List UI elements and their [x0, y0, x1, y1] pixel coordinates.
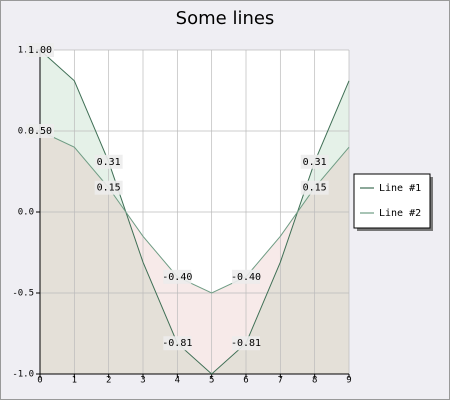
- x-tick-label: 8: [312, 376, 317, 386]
- y-tick-label: -0.5: [12, 289, 34, 299]
- x-tick-label: 9: [346, 376, 351, 386]
- y-tick-label: 0.5: [18, 127, 34, 137]
- x-tick-label: 3: [140, 376, 145, 386]
- data-label-bg: [300, 180, 329, 195]
- area-fill: [40, 131, 349, 374]
- x-tick-label: 7: [278, 376, 283, 386]
- y-tick-label: 0.0: [18, 208, 34, 218]
- data-label-bg: [163, 269, 192, 284]
- data-label-bg: [300, 154, 329, 169]
- data-label: -0.81: [162, 338, 192, 349]
- chart-title: Some lines: [176, 8, 275, 29]
- x-tick-label: 4: [175, 376, 180, 386]
- data-label: 0.31: [303, 157, 327, 168]
- data-label-bg: [232, 269, 260, 284]
- data-label-bg: [26, 124, 54, 138]
- x-tick-label: 1: [72, 376, 77, 386]
- data-label: 0.31: [97, 157, 121, 168]
- x-tick-label: 2: [106, 376, 111, 386]
- line: [39, 130, 350, 294]
- data-label: -0.40: [162, 272, 192, 283]
- data-label: 1.00: [28, 45, 52, 56]
- data-label: 0.15: [97, 183, 121, 194]
- y-tick-label: -1.0: [12, 370, 34, 380]
- legend: [353, 173, 431, 229]
- y-tick-label: 1.0: [18, 46, 34, 56]
- data-label-bg: [94, 180, 123, 195]
- legend-label: Line #1: [379, 183, 421, 194]
- data-label: -0.81: [231, 338, 261, 349]
- data-label-bg: [232, 336, 260, 351]
- data-label-bg: [94, 154, 123, 169]
- x-tick-label: 6: [243, 376, 248, 386]
- data-label: 0.15: [303, 183, 327, 194]
- legend-label: Line #2: [379, 208, 421, 219]
- x-tick-label: 5: [209, 376, 214, 386]
- data-label-bg: [163, 336, 192, 351]
- data-label-bg: [26, 43, 54, 57]
- data-label: 0.50: [28, 126, 52, 137]
- x-tick-label: 0: [37, 376, 42, 386]
- data-label: -0.40: [231, 272, 261, 283]
